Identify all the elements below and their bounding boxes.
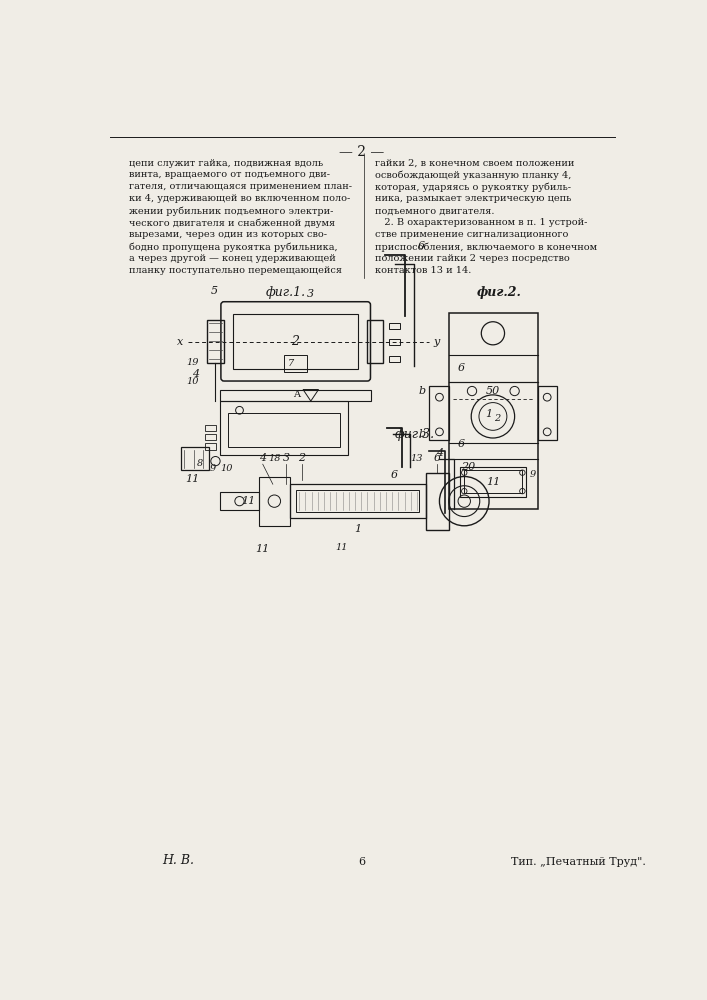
Text: стве применение сигнализационного: стве применение сигнализационного xyxy=(375,230,568,239)
Text: 6: 6 xyxy=(458,439,465,449)
Text: 2: 2 xyxy=(291,335,299,348)
Text: подъемного двигателя.: подъемного двигателя. xyxy=(375,206,495,215)
Text: A: A xyxy=(293,390,300,399)
Text: b: b xyxy=(418,386,425,396)
Text: x: x xyxy=(177,337,184,347)
Text: — 2 —: — 2 — xyxy=(339,145,385,159)
Text: 4: 4 xyxy=(192,369,199,379)
Bar xyxy=(220,492,259,510)
Bar xyxy=(220,401,348,455)
Text: 2. В охарактеризованном в п. 1 устрой-: 2. В охарактеризованном в п. 1 устрой- xyxy=(375,218,588,227)
Text: ческого двигателя и снабженной двумя: ческого двигателя и снабженной двумя xyxy=(129,218,335,228)
Text: 11: 11 xyxy=(486,477,500,487)
Bar xyxy=(389,323,400,329)
Text: 6: 6 xyxy=(418,241,425,251)
Bar xyxy=(296,490,419,512)
Text: 19: 19 xyxy=(187,358,199,367)
Bar xyxy=(460,466,526,497)
Text: винта, вращаемого от подъемного дви-: винта, вращаемого от подъемного дви- xyxy=(129,170,329,179)
Text: b: b xyxy=(418,429,425,439)
Text: 6: 6 xyxy=(358,857,366,867)
Text: 3: 3 xyxy=(282,453,290,463)
Bar xyxy=(538,386,557,440)
Bar xyxy=(426,473,449,530)
Bar xyxy=(259,477,290,526)
Text: 10: 10 xyxy=(220,464,233,473)
Text: 7: 7 xyxy=(288,359,295,368)
Text: вырезами, через один из которых сво-: вырезами, через один из которых сво- xyxy=(129,230,327,239)
Text: которая, ударяясь о рукоятку рубиль-: которая, ударяясь о рукоятку рубиль- xyxy=(375,182,571,192)
Bar xyxy=(207,320,224,363)
Text: гайки 2, в конечном своем положении: гайки 2, в конечном своем положении xyxy=(375,158,575,167)
Text: положении гайки 2 через посредство: положении гайки 2 через посредство xyxy=(375,254,570,263)
Text: гателя, отличающаяся применением план-: гателя, отличающаяся применением план- xyxy=(129,182,351,191)
Text: ника, размыкает электрическую цепь: ника, размыкает электрическую цепь xyxy=(375,194,571,203)
Text: фиг.1.: фиг.1. xyxy=(266,286,306,299)
Text: приспособления, включаемого в конечном: приспособления, включаемого в конечном xyxy=(375,242,597,252)
Text: цепи служит гайка, подвижная вдоль: цепи служит гайка, подвижная вдоль xyxy=(129,158,323,167)
Text: 2: 2 xyxy=(493,414,500,423)
Bar xyxy=(290,484,426,518)
Bar xyxy=(206,434,216,440)
Bar xyxy=(206,443,216,450)
Text: Тип. „Печатный Труд".: Тип. „Печатный Труд". xyxy=(510,857,645,867)
Text: планку поступательно перемещающейся: планку поступательно перемещающейся xyxy=(129,266,341,275)
Text: 8: 8 xyxy=(197,459,203,468)
Text: 11: 11 xyxy=(185,474,199,484)
Bar xyxy=(449,312,538,509)
Text: 6: 6 xyxy=(458,363,465,373)
Bar xyxy=(464,470,522,493)
Text: 18: 18 xyxy=(268,454,281,463)
Text: 13: 13 xyxy=(410,454,423,463)
Text: бодно пропущена рукоятка рубильника,: бодно пропущена рукоятка рубильника, xyxy=(129,242,337,252)
Text: ки 4, удерживающей во включенном поло-: ки 4, удерживающей во включенном поло- xyxy=(129,194,350,203)
Text: 9: 9 xyxy=(210,464,216,473)
Text: 4: 4 xyxy=(436,448,443,458)
Text: Н. В.: Н. В. xyxy=(162,854,194,867)
Text: 20: 20 xyxy=(461,462,475,472)
Text: 6: 6 xyxy=(391,470,398,480)
Bar xyxy=(429,386,449,440)
Text: 50: 50 xyxy=(486,386,500,396)
Text: 9: 9 xyxy=(530,470,537,479)
Bar xyxy=(233,314,358,369)
Text: 2: 2 xyxy=(298,453,305,463)
Bar xyxy=(206,425,216,431)
Bar xyxy=(182,447,209,470)
Bar xyxy=(368,320,383,363)
Text: фиг.3.: фиг.3. xyxy=(395,428,435,441)
Text: 6: 6 xyxy=(433,453,440,463)
Bar xyxy=(284,355,307,372)
Text: освобождающей указанную планку 4,: освобождающей указанную планку 4, xyxy=(375,170,571,180)
Text: жении рубильник подъемного электри-: жении рубильник подъемного электри- xyxy=(129,206,333,216)
Text: y: y xyxy=(433,337,440,347)
Text: 5: 5 xyxy=(211,286,218,296)
Bar xyxy=(228,413,340,447)
Text: 11: 11 xyxy=(336,544,348,552)
Bar xyxy=(389,356,400,362)
Bar xyxy=(389,339,400,345)
Text: 1: 1 xyxy=(354,524,361,534)
Text: 11: 11 xyxy=(256,544,270,554)
Text: контактов 13 и 14.: контактов 13 и 14. xyxy=(375,266,472,275)
Text: фиг.2.: фиг.2. xyxy=(477,286,522,299)
Text: а через другой — конец удерживающей: а через другой — конец удерживающей xyxy=(129,254,335,263)
Text: 10: 10 xyxy=(187,377,199,386)
Text: 3: 3 xyxy=(308,289,315,299)
Bar xyxy=(220,390,371,401)
Text: 1: 1 xyxy=(486,409,493,419)
Text: 11: 11 xyxy=(241,496,255,506)
Text: 4: 4 xyxy=(259,453,267,463)
